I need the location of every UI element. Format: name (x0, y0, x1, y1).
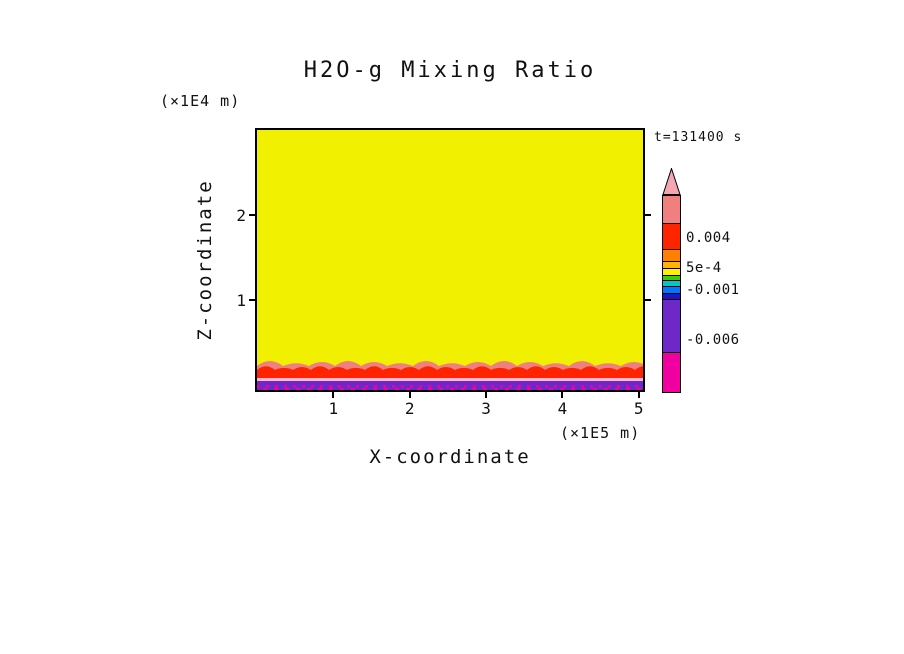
tick-mark (637, 392, 640, 398)
y-axis-units: (×1E4 m) (160, 92, 241, 110)
tick-mark (485, 392, 488, 398)
x-tick-label: 4 (557, 399, 568, 418)
colorbar-label: -0.006 (686, 332, 740, 348)
y-tick-label: 1 (236, 291, 246, 310)
heatmap-field (257, 130, 643, 390)
y-axis-label: Z-coordinate (194, 179, 216, 341)
tick-mark (645, 299, 651, 301)
tick-mark (249, 214, 255, 216)
x-axis-label: X-coordinate (369, 446, 531, 468)
colorbar-label: 5e-4 (686, 260, 722, 276)
time-stamp: t=131400 s (654, 130, 743, 145)
x-tick-label: 2 (404, 399, 415, 418)
colorbar-label: 0.004 (686, 230, 731, 246)
x-tick-label: 3 (481, 399, 491, 418)
tick-mark (332, 392, 335, 398)
tick-mark (561, 392, 564, 398)
tick-mark (408, 392, 411, 398)
colorbar (662, 168, 681, 393)
y-tick-label: 2 (236, 206, 246, 225)
tick-mark (645, 214, 651, 216)
colorbar-arrow-icon (662, 168, 681, 195)
chart-title: H2O-g Mixing Ratio (303, 58, 597, 83)
x-axis-units: (×1E5 m) (560, 424, 641, 442)
x-tick-label: 5 (633, 399, 644, 418)
x-tick-label: 1 (328, 399, 339, 418)
colorbar-scale (662, 195, 681, 393)
tick-mark (249, 299, 255, 301)
plot-area (255, 128, 645, 392)
colorbar-label: -0.001 (686, 282, 740, 298)
